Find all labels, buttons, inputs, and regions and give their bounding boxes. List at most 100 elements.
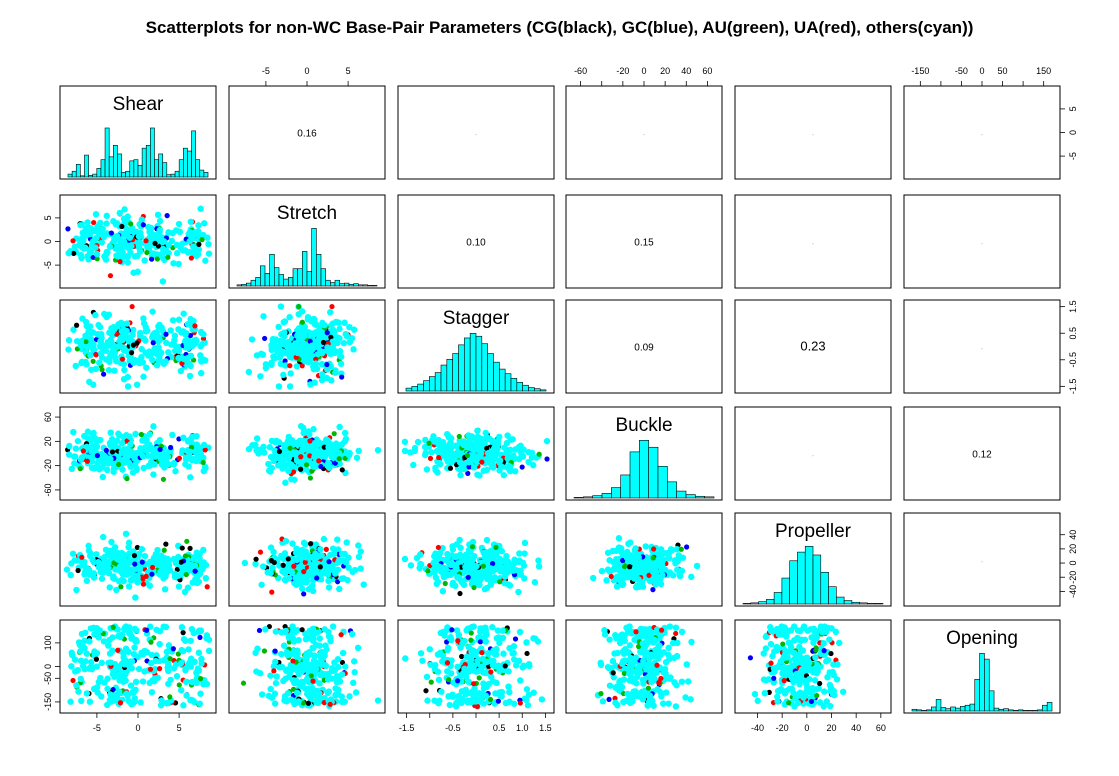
point-others — [423, 673, 431, 681]
point-ua — [651, 546, 657, 552]
point-others — [458, 699, 465, 707]
point-others — [628, 696, 635, 703]
point-ua — [479, 459, 485, 465]
point-others — [183, 692, 190, 699]
point-others — [523, 686, 531, 693]
point-others — [178, 646, 185, 654]
histogram-bar — [411, 386, 418, 392]
point-others — [188, 678, 196, 686]
point-others — [488, 565, 495, 572]
point-others — [350, 679, 357, 687]
point-cg — [280, 562, 286, 568]
point-others — [300, 539, 308, 547]
point-others — [803, 684, 811, 691]
point-others — [826, 636, 833, 643]
point-others — [89, 556, 96, 564]
point-others — [101, 310, 108, 318]
point-others — [132, 636, 140, 644]
point-others — [341, 319, 348, 326]
correlation-label: · — [981, 242, 983, 248]
point-others — [650, 653, 657, 660]
point-others — [309, 345, 317, 353]
variable-label: Stagger — [443, 308, 510, 329]
point-ua — [471, 681, 477, 687]
correlation-label: 0.10 — [466, 238, 486, 249]
point-others — [793, 658, 800, 666]
point-others — [350, 346, 357, 353]
point-others — [428, 449, 435, 456]
point-others — [329, 545, 337, 552]
point-cg — [457, 590, 463, 597]
point-others — [183, 456, 190, 463]
point-others — [311, 453, 318, 461]
point-others — [113, 555, 121, 563]
correlation-label: 0.16 — [297, 129, 317, 140]
point-others — [110, 465, 118, 472]
point-others — [87, 224, 94, 232]
point-others — [183, 340, 190, 348]
point-others — [85, 665, 93, 672]
point-others — [781, 624, 788, 631]
point-others — [482, 556, 489, 563]
point-others — [456, 536, 463, 544]
point-others — [199, 340, 207, 347]
point-others — [152, 657, 159, 665]
point-others — [294, 441, 302, 448]
point-others — [310, 463, 317, 470]
point-others — [435, 551, 443, 558]
point-others — [117, 244, 125, 252]
point-others — [120, 238, 128, 245]
point-au — [77, 466, 83, 472]
point-others — [126, 433, 133, 440]
point-others — [272, 628, 280, 635]
point-others — [80, 236, 87, 243]
point-others — [175, 572, 182, 579]
histogram-bar — [264, 273, 270, 287]
point-others — [187, 362, 194, 370]
point-others — [280, 318, 287, 326]
point-others — [140, 315, 147, 322]
histogram-bar — [510, 378, 518, 392]
point-au — [309, 468, 315, 474]
point-others — [179, 247, 187, 254]
correlation-label: · — [475, 133, 477, 139]
point-others — [525, 458, 532, 466]
point-others — [253, 352, 261, 359]
histogram-bar — [417, 383, 424, 392]
point-others — [92, 311, 99, 319]
point-others — [672, 703, 680, 710]
point-others — [635, 668, 643, 676]
point-others — [678, 628, 686, 636]
point-others — [350, 658, 358, 665]
point-ua — [299, 363, 305, 369]
histogram-bar — [174, 170, 180, 178]
point-others — [672, 624, 680, 631]
point-others — [296, 563, 304, 571]
point-others — [120, 347, 128, 354]
point-others — [179, 240, 186, 247]
histogram-bar — [100, 159, 106, 178]
point-ua — [455, 638, 461, 644]
point-others — [290, 344, 297, 351]
point-gc — [272, 648, 278, 654]
point-others — [140, 335, 148, 342]
point-others — [477, 625, 484, 632]
point-others — [796, 680, 803, 688]
point-others — [449, 546, 457, 553]
point-others — [82, 318, 90, 326]
histogram-bar — [187, 150, 192, 178]
point-others — [285, 467, 292, 475]
panel-frame-r0-c2 — [397, 85, 555, 180]
point-others — [332, 369, 339, 376]
point-others — [504, 568, 512, 576]
point-others — [543, 437, 551, 445]
point-ua — [479, 649, 485, 656]
point-others — [146, 431, 153, 438]
point-cg — [268, 558, 275, 564]
point-ua — [658, 627, 665, 633]
point-gc — [101, 371, 107, 377]
point-others — [179, 447, 186, 454]
point-others — [282, 450, 289, 457]
point-others — [156, 436, 164, 444]
point-others — [306, 358, 313, 365]
